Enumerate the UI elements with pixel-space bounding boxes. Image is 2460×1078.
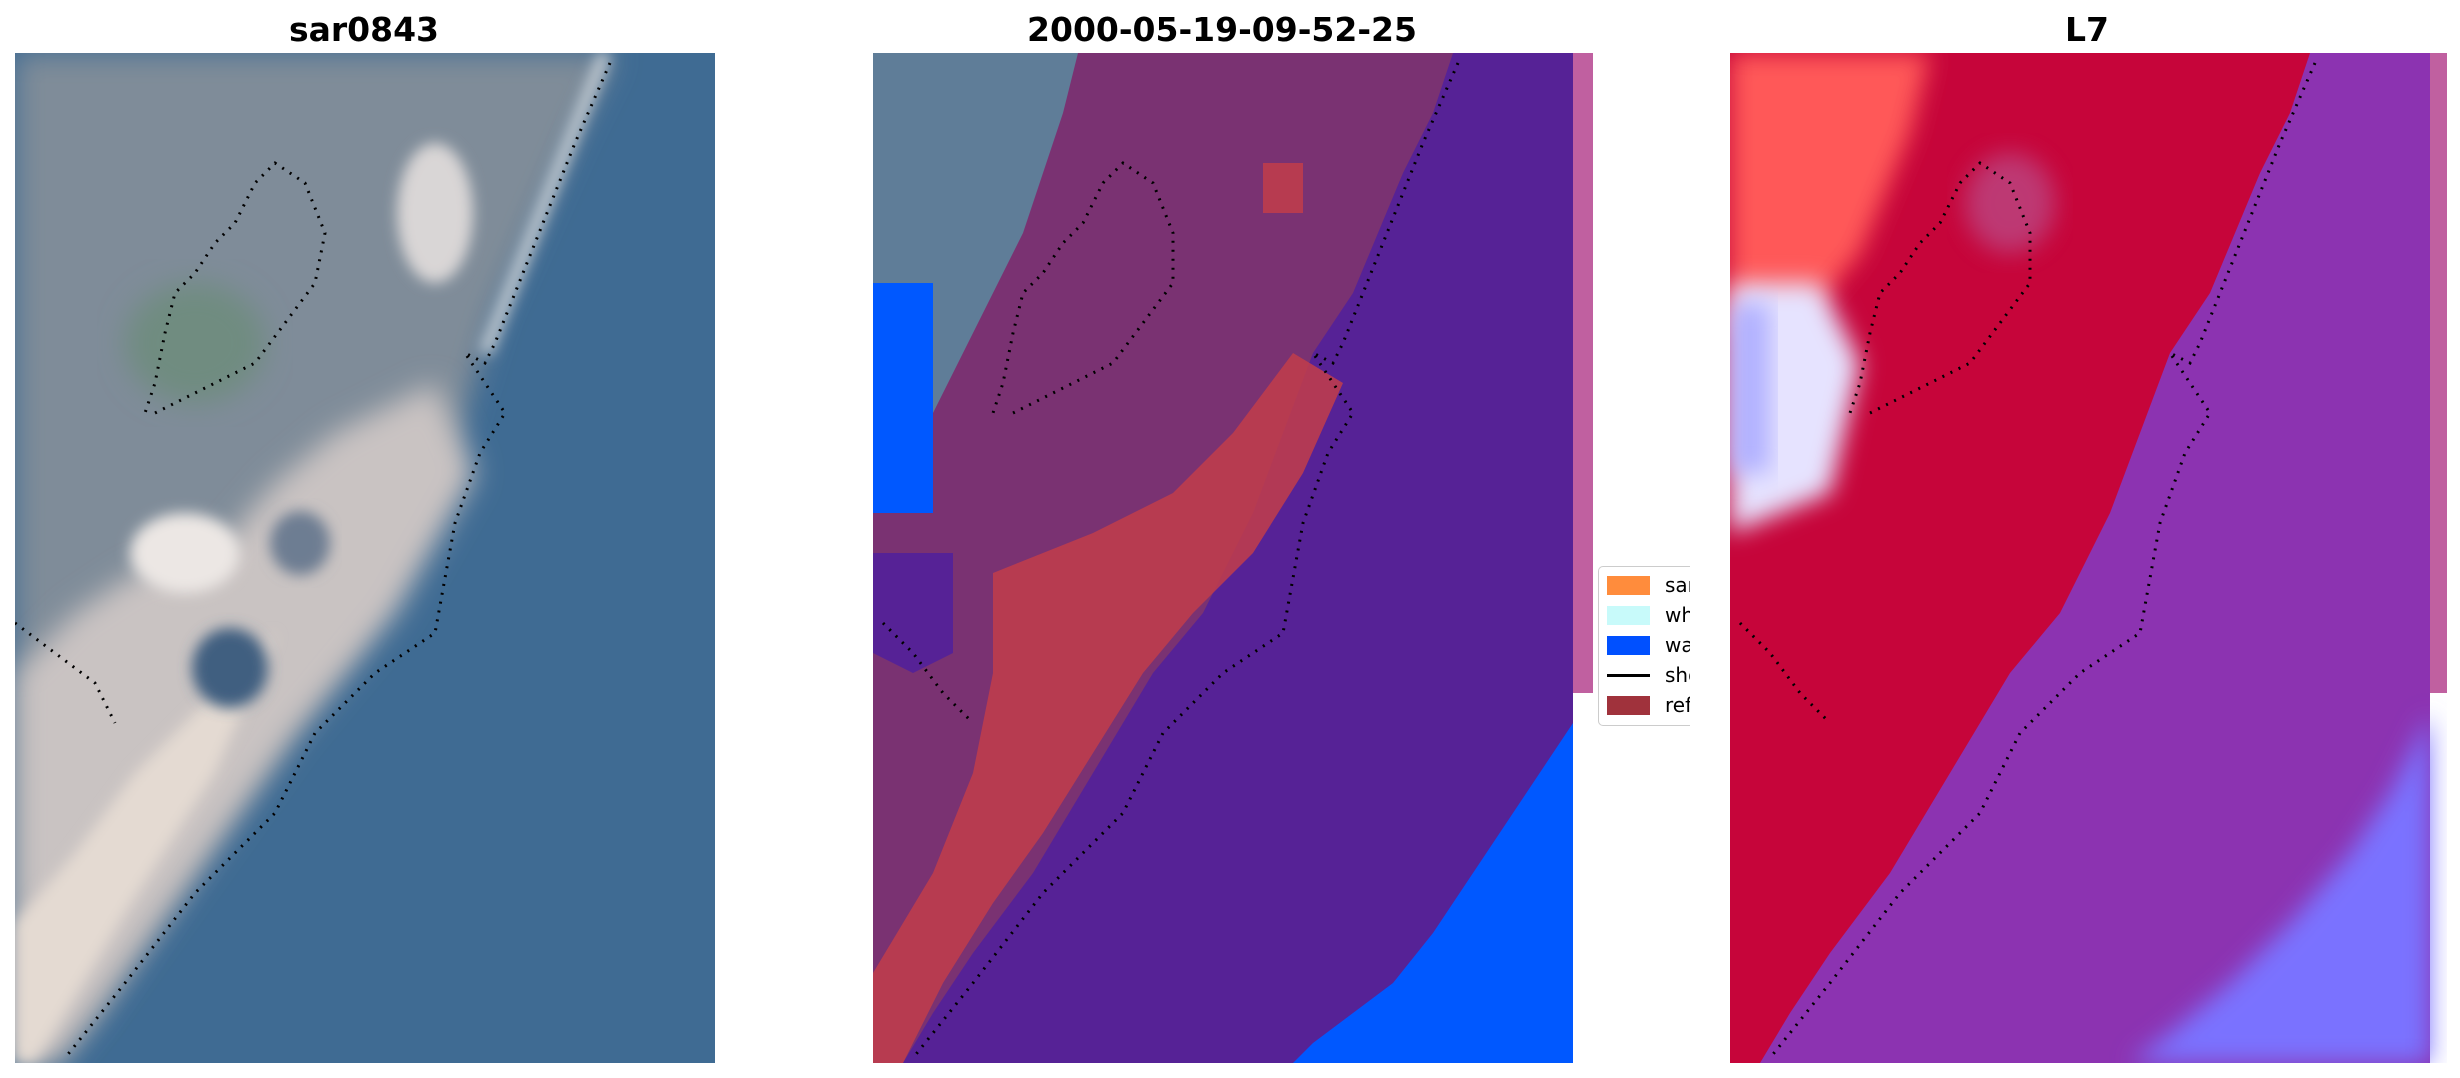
water-overlay-west bbox=[873, 553, 953, 673]
rgb-image-panel bbox=[15, 53, 715, 1063]
vegetation-patch bbox=[125, 283, 265, 403]
legend: sand whitewater water shoreline referenc… bbox=[1598, 566, 1690, 726]
shoreline-line bbox=[1768, 62, 2317, 1059]
low-index-edge bbox=[1730, 303, 1770, 473]
shoreline-line bbox=[63, 62, 612, 1059]
edge-strip bbox=[2430, 53, 2447, 693]
l7-image bbox=[1730, 53, 2447, 1063]
water-class-east bbox=[1293, 723, 1573, 1063]
shoreline-line bbox=[911, 62, 1460, 1059]
legend-label-reference: reference bbox=[1665, 693, 1690, 717]
edge-strip bbox=[1573, 53, 1593, 693]
legend-item-shoreline: shoreline bbox=[1607, 661, 1690, 689]
legend-label-whitewater: whitewater bbox=[1665, 603, 1690, 627]
dark-pond bbox=[192, 628, 268, 708]
shoreline-inner-line bbox=[991, 161, 1175, 415]
panel-title-rgb: sar0843 bbox=[288, 10, 440, 49]
legend-item-whitewater: whitewater bbox=[1607, 601, 1690, 629]
reference-patch-north bbox=[1263, 163, 1303, 213]
legend-swatch-reference bbox=[1607, 695, 1650, 715]
high-index-patch bbox=[1730, 53, 1930, 333]
land-index-area bbox=[1730, 53, 2310, 1063]
legend-item-reference: reference bbox=[1607, 691, 1690, 719]
legend-label-shoreline: shoreline bbox=[1665, 663, 1690, 687]
mndwi-high-water bbox=[2130, 713, 2430, 1063]
bright-sand-north bbox=[397, 143, 473, 283]
legend-swatch-whitewater bbox=[1607, 605, 1650, 625]
panel-title-classified: 2000-05-19-09-52-25 bbox=[1027, 10, 1417, 49]
rgb-image bbox=[15, 53, 715, 1063]
reference-class bbox=[873, 353, 1343, 1063]
grey-pond bbox=[270, 511, 330, 575]
water-class-west bbox=[873, 283, 933, 513]
road-line bbox=[479, 53, 611, 356]
bright-sand-patch bbox=[130, 513, 240, 593]
panel-title-mndwi: L7 bbox=[2065, 10, 2109, 49]
classified-image bbox=[873, 53, 1593, 1063]
legend-label-sand: sand bbox=[1665, 573, 1690, 597]
shoreline-inner-line bbox=[143, 161, 327, 415]
l7-image-panel bbox=[1730, 53, 2447, 1063]
mid-index-patch bbox=[1965, 153, 2055, 253]
classified-image-panel bbox=[873, 53, 1593, 1063]
legend-label-water: water bbox=[1665, 633, 1690, 657]
legend-item-water: water bbox=[1607, 631, 1690, 659]
legend-swatch-water bbox=[1607, 635, 1650, 655]
legend-line-shoreline bbox=[1607, 673, 1650, 677]
legend-swatch-sand bbox=[1607, 575, 1650, 595]
shoreline-inner-line bbox=[1848, 161, 2032, 415]
beach-strip bbox=[15, 633, 275, 1063]
legend-item-sand: sand bbox=[1607, 571, 1690, 599]
